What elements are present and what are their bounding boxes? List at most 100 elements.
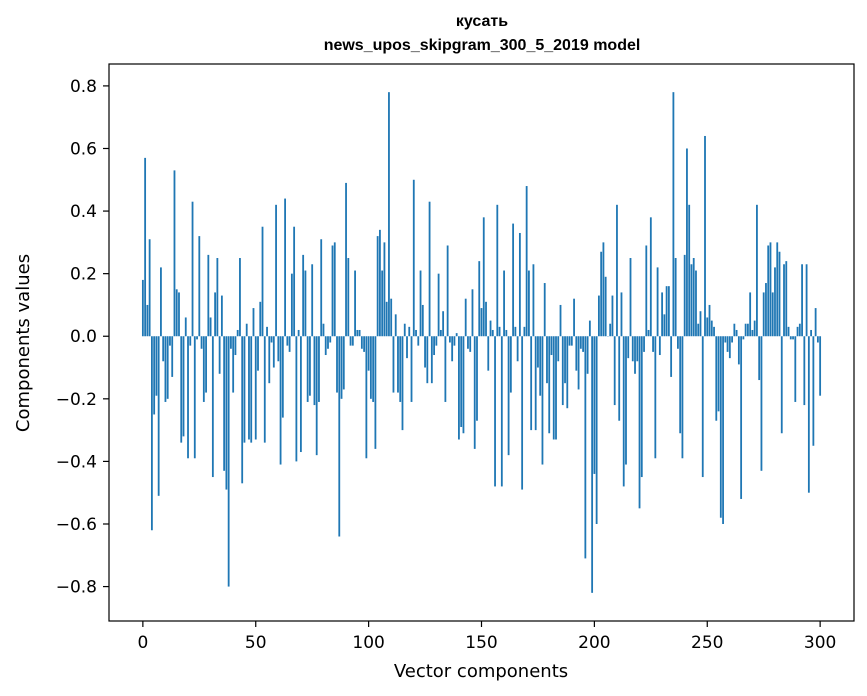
bar-component-121 [415, 329, 417, 337]
bar-component-67 [293, 226, 296, 337]
bar-component-100 [367, 336, 370, 371]
chart-title: кусать [456, 13, 508, 30]
y-axis-label: Components values [13, 254, 34, 432]
bar-component-92 [349, 336, 352, 346]
bar-component-14 [173, 170, 176, 337]
bar-component-153 [487, 336, 490, 371]
bar-component-202 [597, 295, 600, 337]
bar-component-96 [358, 329, 361, 337]
bar-component-157 [496, 204, 499, 337]
bar-component-149 [478, 261, 481, 337]
bar-component-63 [284, 198, 286, 337]
bar-component-218 [634, 336, 636, 374]
bar-component-71 [302, 254, 305, 337]
bar-component-217 [631, 336, 634, 362]
bar-component-43 [239, 258, 241, 337]
bar-component-123 [419, 270, 422, 337]
bar-component-2 [146, 304, 149, 337]
bar-component-293 [803, 336, 806, 406]
bar-component-99 [365, 336, 368, 459]
y-tick-label-1: 0.6 [70, 139, 97, 159]
y-tick-label-7: −0.6 [56, 515, 97, 535]
bar-component-155 [491, 329, 494, 337]
bar-component-55 [266, 326, 268, 337]
bar-component-180 [548, 336, 551, 434]
bar-component-80 [322, 323, 325, 337]
bar-component-12 [169, 336, 171, 346]
bar-component-7 [157, 336, 160, 496]
bar-component-44 [241, 336, 244, 484]
bar-component-114 [399, 336, 402, 402]
bar-component-89 [342, 336, 345, 390]
bar-component-94 [354, 270, 356, 337]
bar-component-60 [277, 336, 280, 362]
bar-component-20 [187, 336, 189, 459]
bar-component-145 [469, 336, 472, 352]
bar-component-186 [561, 336, 564, 406]
bar-component-272 [756, 204, 758, 337]
bar-component-42 [236, 329, 239, 337]
bar-component-38 [227, 336, 230, 587]
y-tick-label-8: −0.8 [56, 578, 97, 598]
bar-component-175 [537, 336, 539, 368]
bar-component-132 [439, 329, 442, 337]
bar-component-199 [591, 336, 594, 593]
y-tick-label-0: 0.8 [70, 77, 97, 97]
bar-component-72 [304, 270, 307, 337]
bar-component-68 [295, 336, 298, 462]
bar-component-267 [744, 323, 747, 337]
bar-component-51 [257, 336, 259, 371]
bar-component-52 [259, 301, 262, 337]
y-tick-label-4: 0.0 [70, 327, 97, 347]
bar-component-110 [390, 298, 393, 337]
bar-component-227 [654, 336, 657, 459]
bar-component-154 [489, 320, 492, 337]
bar-component-262 [733, 323, 736, 337]
bar-component-176 [539, 336, 542, 396]
bar-component-241 [686, 148, 688, 337]
bar-component-150 [480, 308, 483, 337]
x-tick-label-300: 300 [804, 633, 836, 653]
bar-component-174 [534, 336, 537, 431]
bar-component-170 [525, 186, 528, 337]
bar-component-113 [397, 336, 399, 393]
bar-component-257 [722, 336, 724, 524]
bar-component-13 [171, 336, 174, 377]
x-tick-label-0: 0 [137, 633, 148, 653]
bar-component-235 [672, 92, 675, 337]
bar-component-129 [433, 336, 435, 356]
bar-component-141 [460, 336, 463, 427]
bar-component-265 [740, 336, 743, 499]
bar-component-237 [677, 336, 679, 349]
bar-component-275 [762, 292, 765, 337]
bar-component-246 [697, 323, 700, 337]
bar-component-78 [318, 336, 320, 402]
bar-component-76 [313, 336, 316, 406]
bar-component-158 [498, 326, 501, 337]
bar-component-115 [401, 336, 404, 431]
bar-component-287 [789, 336, 792, 340]
bar-component-15 [175, 289, 178, 337]
bar-component-54 [263, 336, 266, 443]
bar-component-9 [162, 336, 165, 362]
bar-component-48 [250, 336, 253, 443]
bar-component-119 [410, 336, 413, 402]
bar-component-273 [758, 336, 761, 381]
bar-component-294 [805, 264, 808, 337]
bar-component-166 [516, 336, 519, 362]
bar-component-87 [338, 336, 341, 537]
bar-component-221 [640, 336, 643, 478]
bar-component-226 [652, 336, 654, 352]
bar-component-245 [695, 270, 697, 337]
bar-component-137 [451, 336, 454, 362]
bar-component-0 [141, 279, 144, 337]
bar-component-225 [649, 217, 652, 337]
bar-component-254 [715, 336, 718, 421]
bar-component-151 [482, 217, 485, 337]
bar-component-81 [324, 336, 327, 356]
bar-component-300 [819, 336, 822, 396]
bar-component-196 [584, 336, 587, 559]
bar-component-1 [144, 157, 147, 337]
bar-component-74 [309, 336, 311, 396]
